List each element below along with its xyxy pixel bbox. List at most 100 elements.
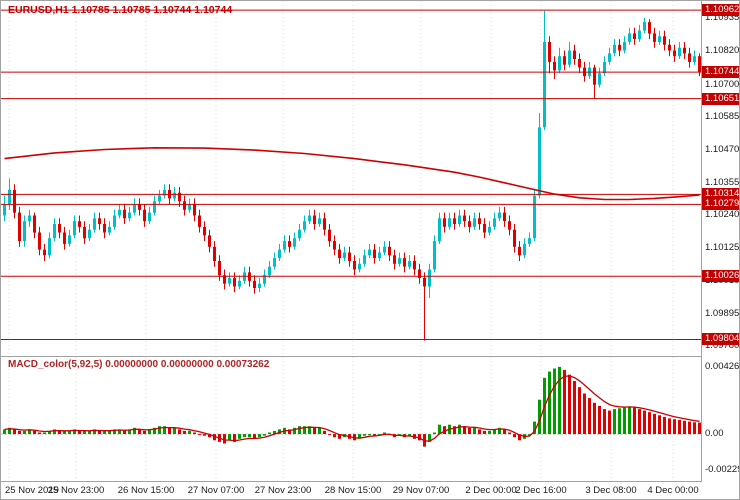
macd-bar <box>603 409 606 435</box>
candle <box>303 215 306 233</box>
macd-bar <box>178 429 181 435</box>
candle <box>288 235 291 253</box>
time-axis-label: 2 Dec 00:00 <box>465 485 517 496</box>
candle <box>468 215 471 233</box>
candle <box>538 113 541 199</box>
price-axis-label: 1.10125 <box>705 242 740 253</box>
candle <box>623 36 626 54</box>
macd-bar <box>48 430 51 434</box>
candle <box>588 61 591 79</box>
macd-bar <box>538 399 541 435</box>
macd-bar <box>608 410 611 434</box>
candle <box>518 241 521 261</box>
candle <box>308 209 311 224</box>
candle <box>138 198 141 216</box>
macd-bar <box>308 426 311 434</box>
candle <box>443 212 446 233</box>
candle <box>653 27 656 48</box>
candle <box>38 226 41 256</box>
macd-bar <box>518 434 521 441</box>
candle <box>558 47 561 74</box>
time-axis: 25 Nov 2019 25 Nov 23:00 26 Nov 15:00 27 No… <box>1 482 739 499</box>
macd-bar <box>158 426 161 434</box>
candle <box>358 258 361 273</box>
macd-bar <box>183 430 186 434</box>
macd-bar <box>588 398 591 434</box>
candle <box>123 204 126 224</box>
candle <box>533 189 536 242</box>
macd-bar <box>188 430 191 434</box>
macd-bar <box>648 412 651 435</box>
moving-average-line <box>4 146 700 201</box>
macd-bar <box>8 427 11 434</box>
time-axis-label: 2 Dec 16:00 <box>515 485 567 496</box>
macd-bar <box>228 434 231 441</box>
macd-bar <box>43 432 46 435</box>
price-level-badge: 1.10962 <box>702 4 739 16</box>
macd-bar <box>418 434 421 441</box>
macd-pane[interactable]: MACD_color(5,92,5) 0.00000000 0.00000000… <box>1 357 702 482</box>
symbol-ohlc-title: EURUSD,H1 1.10785 1.10785 1.10744 1.1074… <box>8 4 233 16</box>
macd-histogram-chart[interactable] <box>1 357 701 481</box>
macd-bar <box>493 429 496 435</box>
candle <box>688 47 691 68</box>
candle <box>33 212 36 239</box>
macd-axis-label: -0.0022937 <box>705 464 739 475</box>
macd-bar <box>98 430 101 434</box>
time-axis-label: 27 Nov 23:00 <box>254 485 312 496</box>
candle <box>373 243 376 264</box>
macd-bar <box>273 430 276 434</box>
candle <box>143 204 146 227</box>
macd-bar <box>153 427 156 434</box>
candlestick-chart[interactable] <box>1 1 701 356</box>
macd-histogram <box>3 366 701 447</box>
macd-bar <box>73 429 76 435</box>
candle <box>278 243 281 261</box>
macd-bar <box>193 432 196 435</box>
time-axis-label: 3 Dec 08:00 <box>585 485 637 496</box>
macd-bar <box>248 434 251 438</box>
candle <box>183 195 186 216</box>
macd-bar <box>263 434 266 436</box>
macd-bar <box>653 413 656 435</box>
macd-bar <box>58 430 61 434</box>
candle <box>343 246 346 261</box>
macd-bar <box>278 429 281 435</box>
macd-bar <box>363 434 366 436</box>
macd-bar <box>53 429 56 435</box>
candle <box>113 209 116 230</box>
macd-bar <box>233 434 236 442</box>
candle <box>698 53 701 77</box>
macd-bar <box>198 434 201 436</box>
candle <box>668 39 671 57</box>
candle <box>613 39 616 57</box>
candle <box>528 232 531 247</box>
candle <box>413 255 416 276</box>
candle <box>298 224 301 242</box>
price-axis-label: 1.10820 <box>705 45 740 56</box>
candle <box>233 272 236 293</box>
candle <box>433 235 436 273</box>
candle <box>163 184 166 199</box>
macd-bar <box>223 434 226 444</box>
candle <box>88 224 91 242</box>
candle <box>23 215 26 247</box>
price-axis-label: 1.10355 <box>705 177 740 188</box>
price-level-badge: 1.09804 <box>702 333 739 345</box>
macd-bar <box>698 422 701 434</box>
candle <box>128 206 131 222</box>
candle <box>678 42 681 59</box>
candle <box>438 212 441 244</box>
candle <box>488 221 491 236</box>
macd-bar <box>563 370 566 434</box>
macd-bar <box>333 434 336 438</box>
candle <box>93 212 96 233</box>
macd-bar <box>573 381 576 435</box>
candle <box>133 198 136 216</box>
candle <box>478 212 481 230</box>
macd-bar <box>598 405 601 434</box>
price-level-badge: 1.10651 <box>702 93 739 105</box>
macd-bar <box>168 427 171 434</box>
candle <box>618 39 621 57</box>
main-chart-pane[interactable]: EURUSD,H1 1.10785 1.10785 1.10744 1.1074… <box>1 1 702 357</box>
